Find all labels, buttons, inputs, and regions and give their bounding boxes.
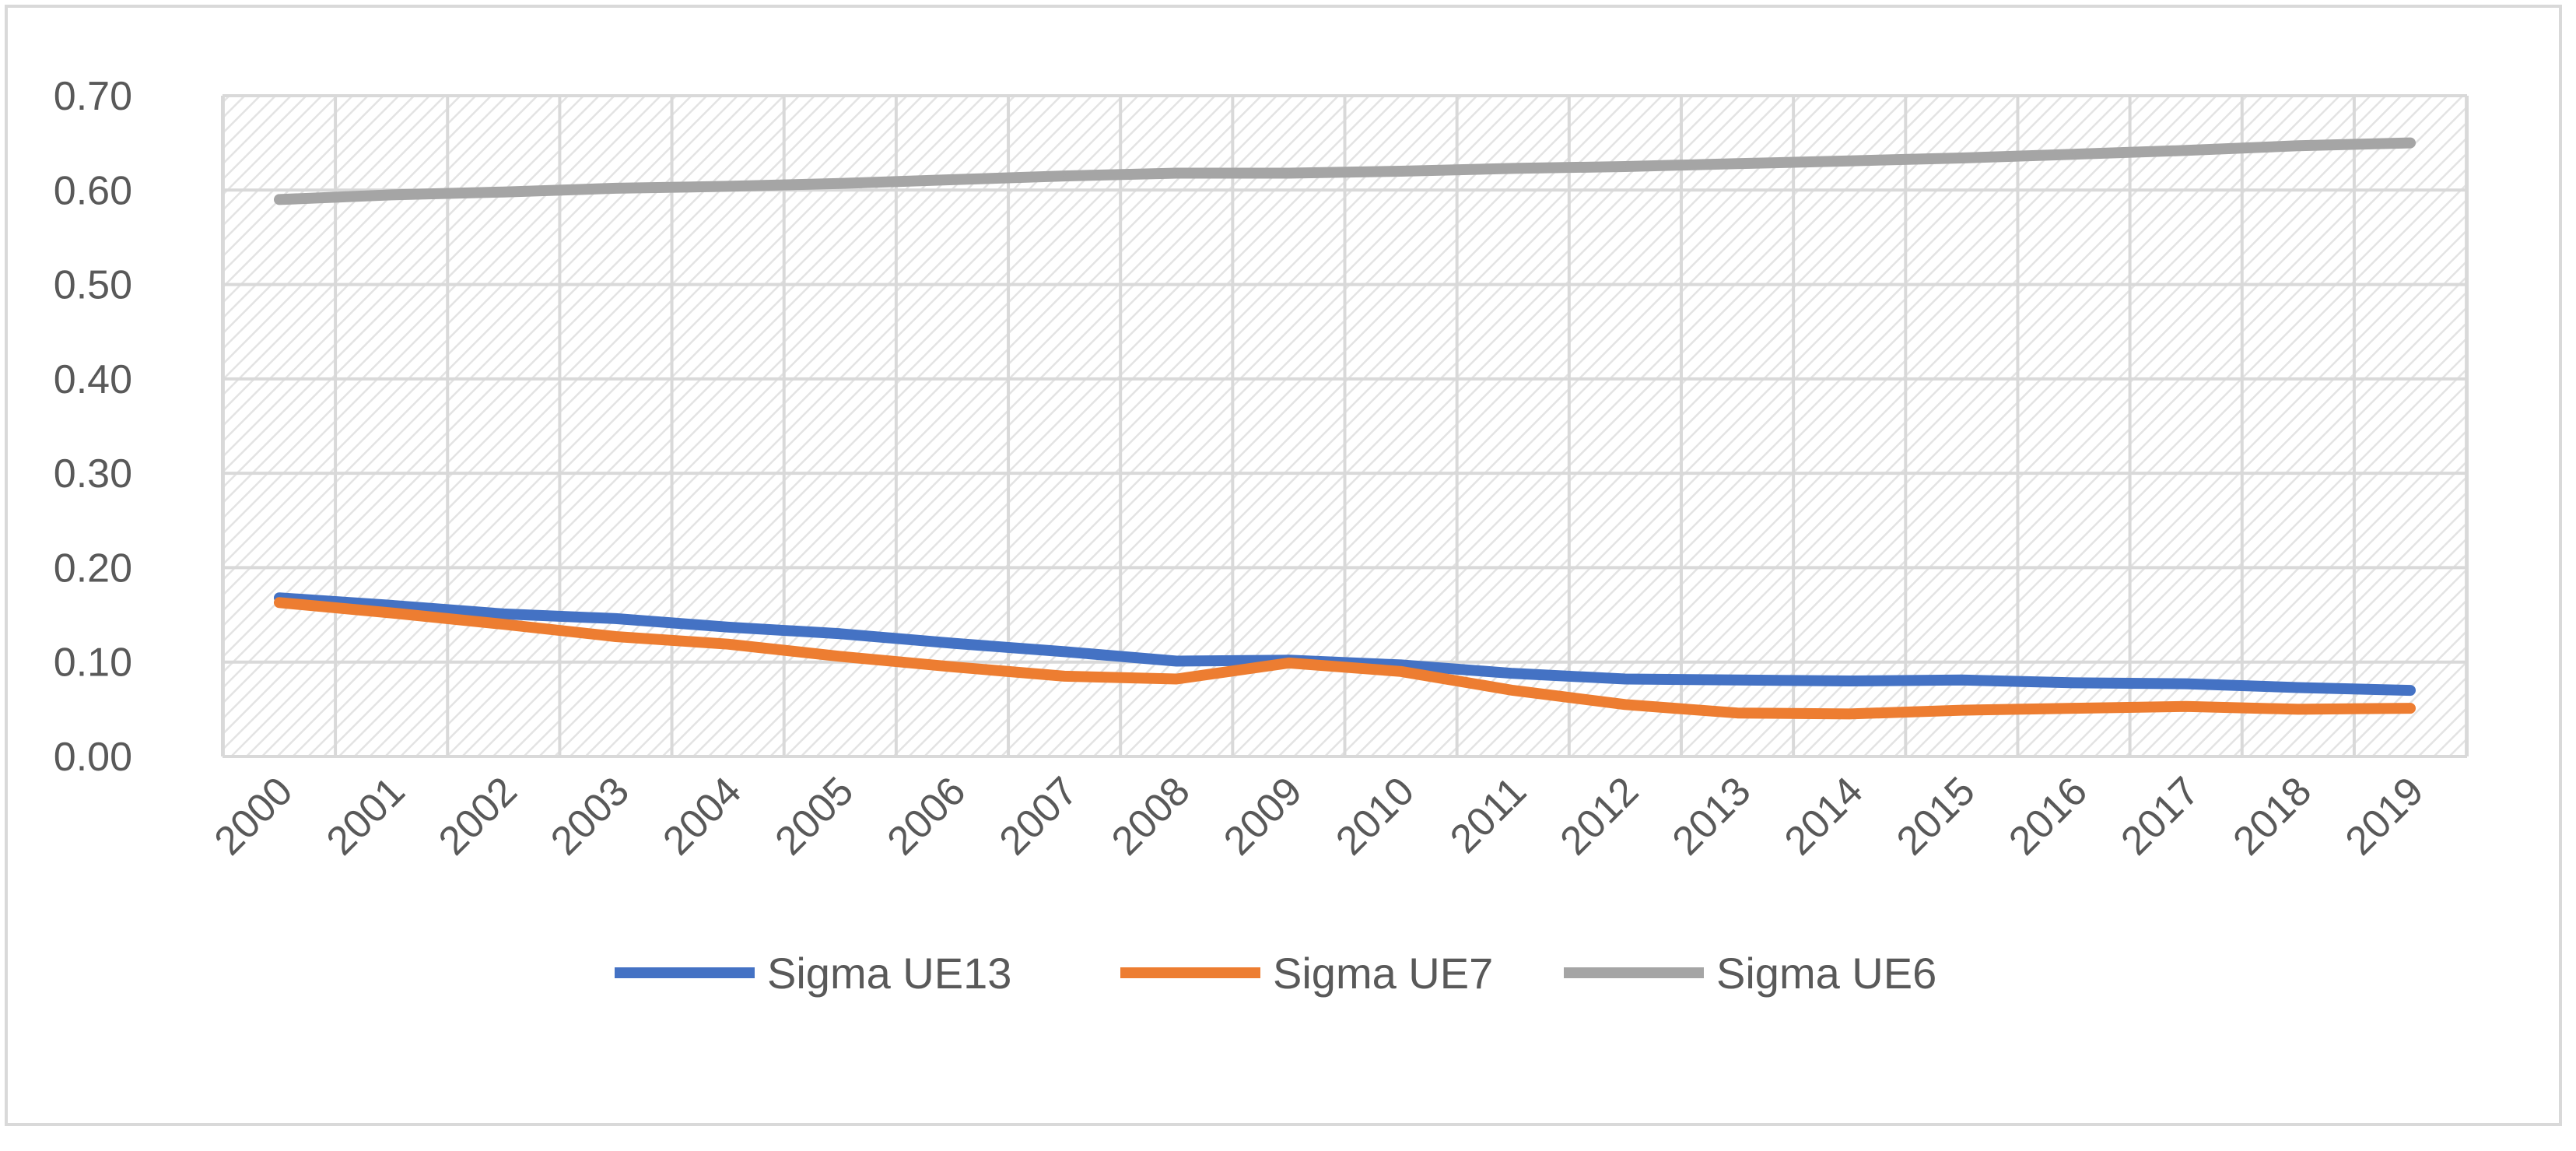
data-point bbox=[2184, 704, 2188, 708]
data-point bbox=[1511, 167, 1515, 170]
data-point bbox=[1287, 171, 1291, 175]
x-tick-label: 2012 bbox=[1552, 768, 1648, 864]
data-point bbox=[2072, 707, 2076, 711]
x-tick-label: 2007 bbox=[991, 768, 1087, 864]
series-line-sigma-ue7 bbox=[274, 597, 2416, 720]
data-point bbox=[726, 642, 730, 646]
data-point bbox=[1063, 674, 1067, 678]
y-tick-label: 0.50 bbox=[54, 263, 132, 308]
series-lines bbox=[274, 137, 2416, 720]
x-tick-label: 2000 bbox=[206, 768, 302, 864]
data-point bbox=[2072, 681, 2076, 685]
data-point bbox=[1736, 711, 1740, 715]
x-tick-label: 2019 bbox=[2337, 768, 2433, 864]
data-point bbox=[1399, 669, 1403, 673]
data-point bbox=[838, 632, 842, 636]
data-point bbox=[2296, 144, 2300, 148]
data-point bbox=[1960, 156, 1964, 160]
y-tick-label: 0.70 bbox=[54, 74, 132, 119]
data-point bbox=[950, 665, 954, 668]
data-point bbox=[1287, 661, 1291, 665]
data-point bbox=[502, 612, 506, 616]
data-point bbox=[502, 623, 506, 626]
x-tick-label: 2008 bbox=[1103, 768, 1199, 864]
x-tick-label: 2014 bbox=[1776, 768, 1872, 864]
data-point bbox=[278, 601, 281, 605]
data-point bbox=[1623, 703, 1627, 707]
legend: Sigma UE13 Sigma UE7 Sigma UE6 bbox=[615, 949, 1936, 998]
chart-frame: 0.00 0.10 0.20 0.30 0.40 0.50 0.60 0.70 2000 200… bbox=[5, 5, 2562, 1126]
x-tick-label: 2010 bbox=[1327, 768, 1423, 864]
data-point bbox=[2296, 686, 2300, 690]
y-axis-tick-labels: 0.00 0.10 0.20 0.30 0.40 0.50 0.60 0.70 bbox=[54, 74, 132, 780]
x-tick-label: 2017 bbox=[2112, 768, 2208, 864]
data-point bbox=[1175, 659, 1179, 663]
legend-label: Sigma UE13 bbox=[767, 949, 1011, 998]
data-point bbox=[950, 641, 954, 645]
data-point bbox=[614, 616, 618, 620]
x-tick-label: 2018 bbox=[2225, 768, 2321, 864]
data-point bbox=[726, 625, 730, 629]
data-point bbox=[614, 634, 618, 638]
data-point bbox=[2409, 707, 2412, 711]
legend-label: Sigma UE7 bbox=[1273, 949, 1493, 998]
data-point bbox=[1063, 650, 1067, 654]
data-point bbox=[1848, 679, 1852, 683]
data-point bbox=[278, 198, 281, 202]
line-chart: 0.000.100.200.300.400.500.600.70 2000 200… bbox=[54, 74, 2469, 998]
x-tick-label: 2011 bbox=[1442, 768, 1535, 861]
data-point bbox=[1960, 708, 1964, 712]
x-tick-label: 2013 bbox=[1664, 768, 1760, 864]
data-point bbox=[838, 181, 842, 185]
data-point bbox=[2072, 153, 2076, 156]
gridlines bbox=[221, 94, 2469, 758]
y-tick-label: 0.60 bbox=[54, 168, 132, 213]
data-point bbox=[1175, 171, 1179, 175]
data-point bbox=[390, 193, 394, 197]
x-tick-label: 2015 bbox=[1888, 768, 1984, 864]
data-point bbox=[1175, 677, 1179, 681]
data-point bbox=[1848, 712, 1852, 716]
x-tick-label: 2003 bbox=[542, 768, 638, 864]
data-point bbox=[2409, 141, 2412, 145]
data-point bbox=[2409, 689, 2412, 693]
data-point bbox=[614, 186, 618, 190]
y-tick-label: 0.20 bbox=[54, 546, 132, 591]
legend-label: Sigma UE6 bbox=[1716, 949, 1936, 998]
x-tick-label: 2001 bbox=[318, 768, 414, 864]
data-point bbox=[950, 177, 954, 181]
y-tick-label: 0.30 bbox=[54, 451, 132, 497]
data-point bbox=[502, 190, 506, 194]
x-tick-label: 2016 bbox=[2000, 768, 2096, 864]
data-point bbox=[390, 611, 394, 615]
data-point bbox=[2184, 682, 2188, 686]
x-tick-label: 2006 bbox=[879, 768, 975, 864]
data-point bbox=[1399, 663, 1403, 667]
data-point bbox=[1960, 678, 1964, 682]
x-tick-label: 2002 bbox=[430, 768, 526, 864]
data-point bbox=[1736, 162, 1740, 166]
x-tick-label: 2004 bbox=[654, 768, 750, 864]
y-tick-label: 0.00 bbox=[54, 735, 132, 780]
data-point bbox=[1511, 672, 1515, 676]
data-point bbox=[1511, 689, 1515, 693]
data-point bbox=[726, 184, 730, 188]
x-tick-label: 2005 bbox=[766, 768, 862, 864]
data-point bbox=[2296, 707, 2300, 711]
data-point bbox=[1623, 677, 1627, 681]
y-tick-label: 0.10 bbox=[54, 640, 132, 686]
data-point bbox=[390, 603, 394, 607]
data-point bbox=[838, 654, 842, 658]
data-point bbox=[1063, 174, 1067, 178]
data-point bbox=[1848, 159, 1852, 163]
data-point bbox=[1736, 678, 1740, 682]
data-point bbox=[2184, 149, 2188, 153]
x-tick-label: 2009 bbox=[1215, 768, 1311, 864]
data-point bbox=[1623, 164, 1627, 168]
data-point bbox=[1399, 170, 1403, 174]
series-line-sigma-ue6 bbox=[274, 137, 2416, 205]
y-tick-label: 0.40 bbox=[54, 357, 132, 402]
x-axis-tick-labels: 2000 2001 2002 2003 2004 2005 2006 2007 2008 2009… bbox=[206, 768, 2433, 864]
